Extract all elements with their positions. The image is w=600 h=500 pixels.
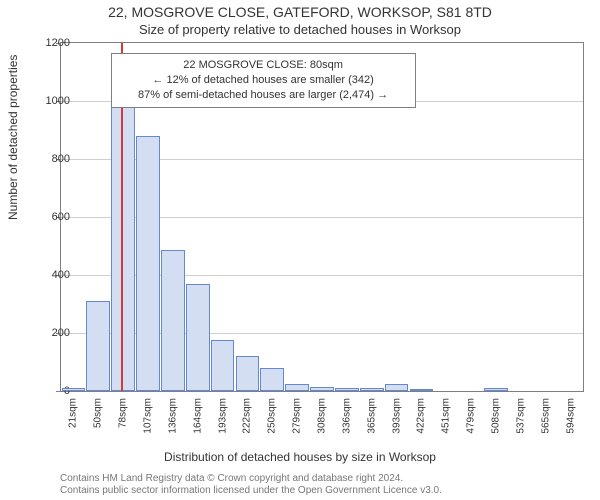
plot-inner: 22 MOSGROVE CLOSE: 80sqm← 12% of detache…	[61, 43, 583, 391]
x-tick-label: 279sqm	[292, 398, 303, 434]
x-tick-label: 107sqm	[143, 398, 154, 434]
histogram-bar	[310, 387, 334, 391]
x-tick-label: 594sqm	[565, 398, 576, 434]
footer-copyright: Contains HM Land Registry data © Crown c…	[60, 473, 403, 484]
x-tick-label: 451sqm	[441, 398, 452, 434]
x-tick-label: 193sqm	[217, 398, 228, 434]
annotation-line: 22 MOSGROVE CLOSE: 80sqm	[120, 58, 407, 73]
x-tick-label: 78sqm	[118, 398, 129, 428]
x-tick-label: 50sqm	[93, 398, 104, 428]
histogram-bar	[335, 388, 359, 391]
histogram-bar	[136, 136, 160, 391]
x-tick-label: 21sqm	[68, 398, 79, 428]
histogram-bar	[186, 284, 210, 391]
plot-area: 22 MOSGROVE CLOSE: 80sqm← 12% of detache…	[60, 42, 584, 392]
annotation-line: 87% of semi-detached houses are larger (…	[120, 88, 407, 103]
annotation-line: ← 12% of detached houses are smaller (34…	[120, 73, 407, 88]
x-tick-label: 222sqm	[242, 398, 253, 434]
x-tick-label: 250sqm	[267, 398, 278, 434]
x-tick-label: 393sqm	[391, 398, 402, 434]
histogram-bar	[260, 368, 284, 391]
x-tick-label: 136sqm	[167, 398, 178, 434]
histogram-bar	[410, 389, 434, 391]
histogram-bar	[86, 301, 110, 391]
histogram-bar	[385, 384, 409, 391]
x-axis-label: Distribution of detached houses by size …	[0, 450, 600, 464]
y-tick-label: 600	[30, 211, 70, 223]
annotation-box: 22 MOSGROVE CLOSE: 80sqm← 12% of detache…	[111, 53, 416, 108]
x-tick-label: 308sqm	[317, 398, 328, 434]
footer-licence: Contains public sector information licen…	[60, 485, 442, 496]
x-tick-label: 336sqm	[341, 398, 352, 434]
y-tick-label: 800	[30, 153, 70, 165]
histogram-bar	[111, 73, 135, 391]
x-tick-label: 164sqm	[192, 398, 203, 434]
y-axis-label: Number of detached properties	[6, 55, 20, 220]
histogram-bar	[161, 250, 185, 391]
histogram-bar	[211, 340, 235, 391]
x-tick-label: 537sqm	[515, 398, 526, 434]
histogram-bar	[285, 384, 309, 391]
histogram-bar	[236, 356, 260, 391]
histogram-bar	[484, 388, 508, 391]
x-tick-label: 365sqm	[366, 398, 377, 434]
y-tick-label: 200	[30, 327, 70, 339]
x-tick-label: 508sqm	[491, 398, 502, 434]
chart-title-address: 22, MOSGROVE CLOSE, GATEFORD, WORKSOP, S…	[0, 4, 600, 20]
histogram-bar	[360, 388, 384, 391]
x-tick-label: 479sqm	[466, 398, 477, 434]
chart-subtitle: Size of property relative to detached ho…	[0, 22, 600, 37]
y-tick-label: 0	[30, 385, 70, 397]
y-tick-label: 1000	[30, 95, 70, 107]
x-tick-label: 422sqm	[416, 398, 427, 434]
y-tick-label: 400	[30, 269, 70, 281]
x-tick-label: 565sqm	[540, 398, 551, 434]
histogram-bar	[62, 388, 86, 391]
y-tick-label: 1200	[30, 37, 70, 49]
chart-container: 22, MOSGROVE CLOSE, GATEFORD, WORKSOP, S…	[0, 0, 600, 500]
